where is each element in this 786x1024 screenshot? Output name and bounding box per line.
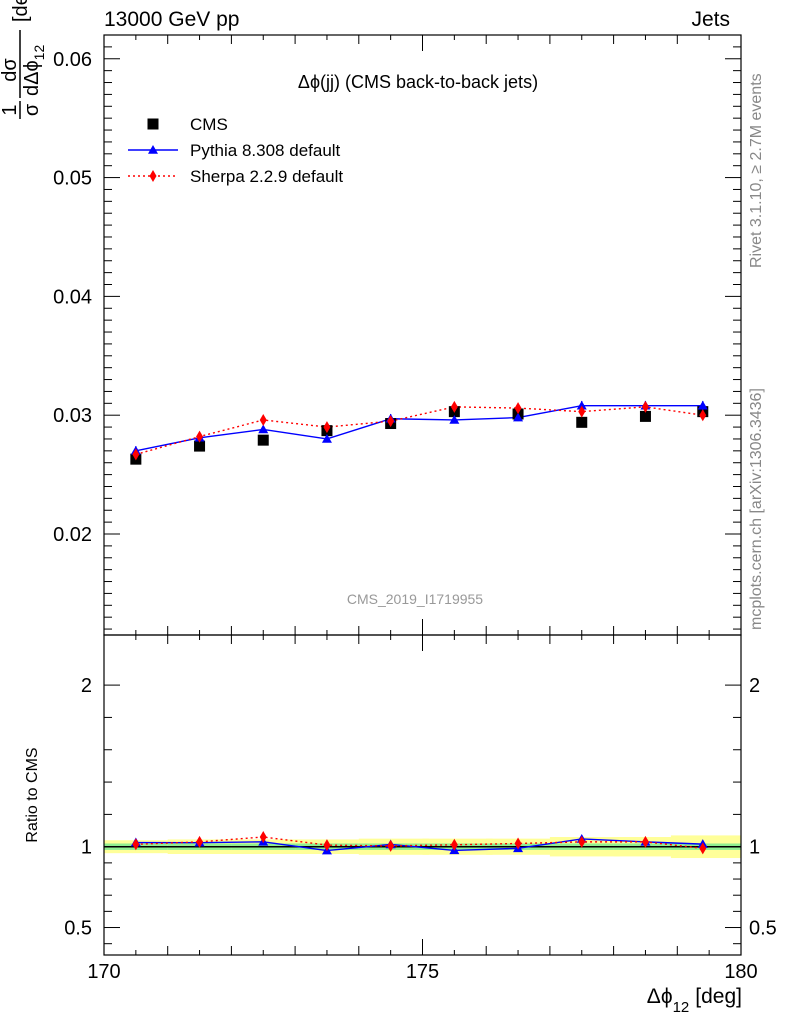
- main-point-2-5: [450, 400, 458, 413]
- ylabel-unit: [deg: [10, 0, 32, 22]
- watermark: CMS_2019_I1719955: [347, 591, 483, 607]
- ratio-frame: [103, 634, 742, 956]
- y-tick-label-main-0: 0.02: [53, 524, 92, 546]
- ratio-point-1-6: [514, 837, 522, 850]
- main-point-0-7: [576, 416, 588, 428]
- main-point-1-9: [697, 400, 708, 410]
- main-point-2-0: [132, 448, 140, 461]
- main-line-2: [135, 406, 703, 456]
- main-point-2-3: [323, 421, 331, 434]
- ratio-point-1-3: [323, 839, 331, 852]
- x-axis-title: Δϕ12 [deg]: [647, 985, 742, 1016]
- legend-marker-0: [147, 118, 159, 130]
- main-point-2-8: [641, 400, 649, 413]
- ratio-point-1-2: [259, 831, 267, 844]
- y-tick-label-ratio-left-2: 2: [81, 675, 92, 697]
- ylabel-sigma: σ: [21, 103, 43, 116]
- legend-label-1: Pythia 8.308 default: [190, 141, 341, 160]
- ratio-point-1-1: [196, 835, 204, 848]
- y-tick-label-main-3: 0.05: [53, 168, 92, 190]
- legend-label-0: CMS: [190, 115, 228, 134]
- main-point-2-7: [578, 405, 586, 418]
- main-point-1-7: [576, 400, 587, 410]
- main-point-0-1: [194, 440, 206, 452]
- main-point-2-9: [699, 409, 707, 422]
- tick-labels: 170 175 180 0.02 0.03 0.04 0.05 0.06 0.5 0.5 1 1 2 2: [53, 49, 777, 983]
- ylabel-prefix: 1: [0, 104, 21, 115]
- ratio-line-1: [135, 836, 703, 850]
- ylabel-ddphi-group: dΔϕ12: [21, 45, 47, 96]
- main-point-1-2: [258, 424, 269, 434]
- x-tick-label-1: 175: [406, 961, 439, 983]
- ratio-point-1-4: [387, 839, 395, 852]
- ylabel-sub: 12: [31, 45, 47, 61]
- main-point-0-2: [257, 434, 269, 446]
- main-point-1-6: [513, 412, 524, 422]
- y-tick-label-ratio-left-0: 0.5: [64, 918, 92, 940]
- y-tick-label-main-2: 0.04: [53, 286, 92, 308]
- y-axis-title-main: 1 σ dσ dΔϕ12 [deg-1]: [0, 0, 47, 119]
- main-point-1-3: [321, 433, 332, 443]
- ratio-point-1-8: [641, 835, 649, 848]
- y-tick-label-ratio-right-2: 2: [749, 675, 760, 697]
- header-right: Jets: [691, 8, 730, 31]
- main-point-2-2: [259, 413, 267, 426]
- axes: [103, 34, 742, 956]
- main-point-1-5: [449, 414, 460, 424]
- ratio-point-1-7: [578, 835, 586, 848]
- y-tick-label-ratio-right-0: 0.5: [749, 918, 777, 940]
- legend-label-2: Sherpa 2.2.9 default: [190, 167, 343, 186]
- ratio-line-0: [135, 838, 703, 852]
- x-tick-label-2: 180: [724, 961, 757, 983]
- y-axis-title-ratio: Ratio to CMS: [24, 747, 41, 842]
- y-tick-label-ratio-right-1: 1: [749, 837, 760, 859]
- x-tick-label-0: 170: [87, 961, 120, 983]
- main-line-1: [135, 404, 703, 452]
- ylabel-ddphi: dΔϕ: [21, 60, 43, 96]
- legend: CMS Pythia 8.308 default Sherpa 2.2.9 defa…: [128, 115, 343, 186]
- chart-title: Δϕ(jj) (CMS back-to-back jets): [298, 72, 538, 92]
- main-point-0-8: [639, 410, 651, 422]
- ylabel-dsigma: dσ: [0, 58, 21, 82]
- y-tick-label-main-1: 0.03: [53, 405, 92, 427]
- ratio-point-1-9: [699, 842, 707, 855]
- y-tick-label-ratio-left-1: 1: [81, 837, 92, 859]
- series-layer: [104, 400, 741, 855]
- main-point-2-4: [387, 415, 395, 428]
- y-tick-label-main-4: 0.06: [53, 49, 92, 71]
- xlabel-main: Δϕ: [647, 985, 673, 1008]
- header-left: 13000 GeV pp: [104, 8, 240, 31]
- main-point-2-1: [196, 430, 204, 443]
- ylabel-unit-group: [deg-1]: [6, 0, 32, 22]
- ratio-point-1-0: [132, 838, 140, 851]
- ratio-point-1-5: [450, 838, 458, 851]
- xlabel-unit: [deg]: [695, 985, 742, 1008]
- xlabel-sub: 12: [673, 999, 690, 1016]
- legend-marker-1: [148, 145, 158, 154]
- main-point-2-6: [514, 402, 522, 415]
- legend-marker-2: [149, 170, 157, 182]
